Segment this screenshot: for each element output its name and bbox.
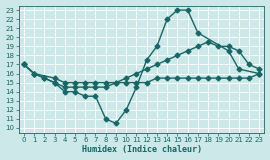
X-axis label: Humidex (Indice chaleur): Humidex (Indice chaleur) bbox=[82, 145, 201, 154]
